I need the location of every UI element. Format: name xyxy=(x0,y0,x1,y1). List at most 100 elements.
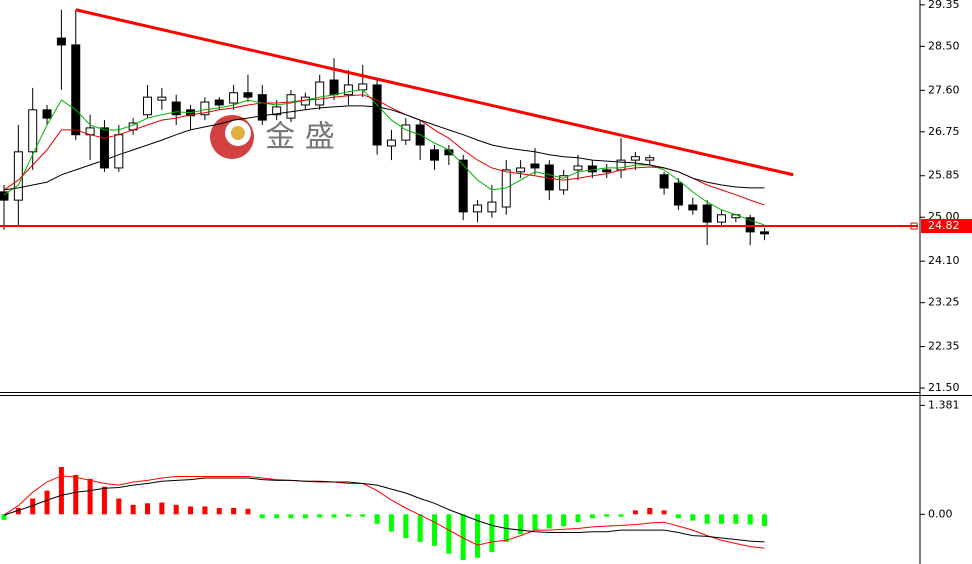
candle-body xyxy=(13,151,23,201)
y-tick-label: 22.35 xyxy=(928,340,960,353)
histogram-bar xyxy=(30,498,36,515)
candle-body xyxy=(401,124,411,141)
histogram-bar xyxy=(388,514,394,532)
y-tick-label: 23.25 xyxy=(928,296,960,309)
candle-body xyxy=(386,139,396,147)
histogram-bar xyxy=(475,514,481,558)
histogram-bar xyxy=(575,514,581,523)
candle-body xyxy=(229,92,239,104)
candle-body xyxy=(272,106,282,116)
y-tick-label: 26.75 xyxy=(928,125,960,138)
candle-body xyxy=(114,134,124,169)
candle-body xyxy=(157,96,167,101)
histogram-bar xyxy=(58,466,64,515)
histogram-bar xyxy=(589,514,595,519)
candle-body xyxy=(487,201,497,213)
histogram-bar xyxy=(704,514,710,524)
candle-body xyxy=(473,204,483,213)
histogram-bar xyxy=(546,514,552,529)
macd-line xyxy=(3,477,765,543)
logo-dot xyxy=(231,126,245,140)
candle-body xyxy=(602,169,612,173)
histogram-bar xyxy=(432,514,437,546)
histogram-bar xyxy=(288,514,294,519)
histogram-bar xyxy=(532,514,538,531)
candle-body xyxy=(458,159,468,213)
candle-body xyxy=(56,37,66,46)
candle-body xyxy=(372,84,382,146)
candle-body xyxy=(71,44,81,136)
histogram-bar xyxy=(101,486,107,515)
histogram-bar xyxy=(259,514,265,519)
candle-body xyxy=(28,109,38,153)
y-tick-label: 29.35 xyxy=(928,0,960,11)
histogram-bar xyxy=(1,514,7,520)
y-tick-label: 21.50 xyxy=(928,381,960,394)
histogram-bar xyxy=(675,514,681,519)
histogram-bar xyxy=(87,478,93,515)
candle-body xyxy=(315,81,325,106)
candle-body xyxy=(171,101,181,116)
candle-body xyxy=(659,174,669,189)
histogram-bar xyxy=(130,504,136,515)
trendline xyxy=(75,8,794,177)
histogram-bar xyxy=(317,514,323,518)
histogram-bar xyxy=(202,506,208,515)
candle-body xyxy=(573,165,583,171)
candle-body xyxy=(673,182,683,206)
histogram-bar xyxy=(733,514,739,524)
candle-body xyxy=(587,165,597,173)
candle-body xyxy=(645,157,655,161)
candle-body xyxy=(0,191,9,201)
candle-body xyxy=(702,204,712,223)
histogram-bar xyxy=(159,502,165,515)
candle-body xyxy=(143,96,152,116)
y-tick-label: 1.381 xyxy=(928,398,960,411)
histogram-bar xyxy=(73,474,79,515)
histogram-bar xyxy=(274,514,280,519)
candle-body xyxy=(214,99,224,106)
y-tick-label: 0.00 xyxy=(928,507,953,520)
candle-body xyxy=(42,109,52,119)
moving-average xyxy=(3,89,765,226)
histogram-bar xyxy=(661,510,667,515)
logo xyxy=(210,115,254,159)
candle-body xyxy=(358,83,368,91)
histogram-bar xyxy=(374,514,380,524)
histogram-bar xyxy=(216,508,222,515)
histogram-bar xyxy=(618,514,624,517)
candle-body xyxy=(329,79,339,96)
candle-body xyxy=(343,84,353,96)
price-label-box xyxy=(921,219,972,234)
candle-body xyxy=(99,127,109,169)
macd-line xyxy=(3,475,765,549)
histogram-bar xyxy=(690,514,696,521)
histogram-bar xyxy=(561,514,567,527)
histogram-bar xyxy=(302,514,308,519)
candle-body xyxy=(760,231,770,235)
histogram-bar xyxy=(345,514,351,517)
histogram-bar xyxy=(44,490,50,515)
histogram-bar xyxy=(245,508,251,515)
price-marker xyxy=(910,222,918,230)
candle-body xyxy=(745,217,755,233)
histogram-bar xyxy=(145,503,150,515)
candle-body xyxy=(630,156,640,161)
histogram-bar xyxy=(719,514,724,524)
candle-body xyxy=(688,204,698,211)
candle-body xyxy=(257,94,267,121)
y-tick-label: 27.60 xyxy=(928,83,960,96)
candle-body xyxy=(717,214,726,223)
histogram-bar xyxy=(632,510,638,515)
histogram-bar xyxy=(489,514,495,553)
histogram-bar xyxy=(762,514,768,527)
moving-average xyxy=(3,105,765,191)
histogram-bar xyxy=(231,508,237,515)
moving-average xyxy=(3,94,765,206)
histogram-bar xyxy=(403,514,409,538)
candle-body xyxy=(200,101,210,116)
histogram-bar xyxy=(446,514,452,554)
histogram-bar xyxy=(188,506,194,515)
